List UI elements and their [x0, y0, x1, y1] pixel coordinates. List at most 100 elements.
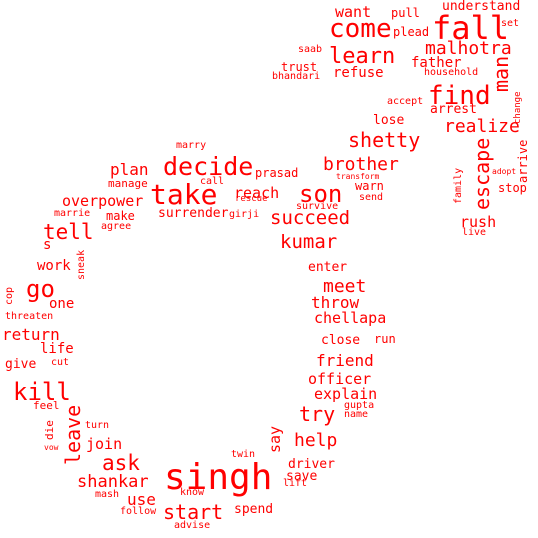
word-family: family [453, 167, 464, 204]
word-succeed: succeed [270, 207, 351, 229]
word-help: help [294, 430, 338, 451]
word-singh: singh [164, 457, 273, 498]
word-learn: learn [329, 44, 396, 69]
word-call: call [200, 176, 225, 187]
word-cop: cop [4, 286, 15, 305]
word-throw: throw [311, 293, 360, 312]
word-close: close [321, 333, 361, 348]
word-fall: fall [432, 9, 510, 47]
word-accept: accept [387, 96, 424, 107]
word-brother: brother [323, 154, 399, 175]
word-friend: friend [316, 351, 374, 370]
word-follow: follow [120, 506, 157, 517]
word-chellapa: chellapa [314, 309, 387, 327]
word-spend: spend [234, 502, 274, 517]
word-life: life [40, 341, 74, 357]
word-transform: transform [336, 172, 380, 181]
word-understand: understand [442, 0, 521, 14]
word-officer: officer [308, 370, 372, 388]
word-turn: turn [85, 420, 110, 431]
word-come: come [329, 14, 392, 44]
word-rush: rush [460, 213, 497, 231]
word-realize: realize [444, 116, 520, 137]
word-feel: feel [33, 399, 60, 412]
word-change: change [513, 91, 523, 124]
word-know: know [180, 487, 205, 498]
word-want: want [335, 3, 372, 21]
word-stop: stop [498, 181, 527, 195]
word-go: go [26, 275, 55, 303]
word-shankar: shankar [77, 472, 149, 492]
word-plead: plead [393, 25, 430, 39]
word-girji: girji [229, 209, 260, 220]
word-marry: marry [176, 140, 207, 151]
word-refuse: refuse [333, 65, 384, 81]
word-surrender: surrender [158, 206, 229, 221]
word-marrie: marrie [54, 208, 91, 219]
word-saab: saab [298, 44, 323, 55]
word-name: name [344, 409, 369, 420]
word-explain: explain [314, 385, 378, 403]
word-take: take [150, 178, 218, 211]
word-meet: meet [323, 276, 367, 297]
word-survive: survive [296, 201, 339, 212]
word-threaten: threaten [5, 311, 54, 322]
word-arrive: arrive [516, 139, 530, 183]
word-enter: enter [308, 260, 348, 275]
word-start: start [163, 500, 224, 524]
word-gupta: gupta [344, 400, 375, 411]
word-arrest: arrest [430, 102, 477, 117]
word-live: live [462, 227, 487, 238]
word-malhotra: malhotra [425, 38, 512, 59]
word-find: find [428, 81, 491, 111]
word-make: make [106, 209, 135, 223]
word-kumar: kumar [280, 231, 338, 253]
word-trust: trust [281, 60, 318, 74]
word-overpower: overpower [62, 192, 144, 210]
word-warn: warn [355, 179, 384, 193]
word-agree: agree [101, 221, 132, 232]
word-bhandari: bhandari [272, 71, 321, 82]
word-cut: cut [51, 357, 70, 368]
word-vow: vow [44, 443, 59, 452]
word-say: say [266, 425, 284, 453]
word-pull: pull [391, 6, 420, 20]
word-reach: reach [234, 184, 280, 202]
word-leave: leave [61, 404, 85, 465]
word-decide: decide [163, 152, 254, 181]
word-work: work [37, 258, 71, 274]
word-use: use [127, 490, 156, 509]
word-prasad: prasad [255, 166, 299, 180]
word-tell: tell [43, 220, 94, 244]
word-one: one [49, 296, 75, 312]
word-kill: kill [13, 378, 71, 406]
word-lose: lose [373, 113, 405, 128]
word-send: send [359, 192, 384, 203]
word-run: run [374, 332, 396, 346]
word-twin: twin [231, 449, 256, 460]
word-plan: plan [110, 160, 149, 179]
word-adopt: adopt [492, 167, 517, 176]
word-manage: manage [108, 177, 148, 190]
word-try: try [299, 402, 336, 426]
word-set: set [501, 18, 520, 29]
word-household: household [424, 67, 479, 78]
word-join: join [86, 435, 123, 453]
word-driver: driver [288, 457, 335, 472]
word-save: save [286, 469, 318, 484]
word-give: give [5, 357, 37, 372]
word-return: return [2, 325, 60, 344]
word-son: son [299, 180, 343, 208]
word-s: s [43, 237, 52, 253]
word-shetty: shetty [348, 128, 421, 152]
word-father: father [411, 55, 462, 71]
word-advise: advise [174, 520, 211, 531]
word-lift: lift [283, 478, 308, 489]
word-mash: mash [95, 489, 120, 500]
word-man: man [489, 55, 513, 92]
word-rescue: rescue [235, 194, 268, 204]
word-sneak: sneak [76, 249, 87, 280]
word-escape: escape [470, 137, 494, 210]
word-ask: ask [102, 451, 140, 475]
